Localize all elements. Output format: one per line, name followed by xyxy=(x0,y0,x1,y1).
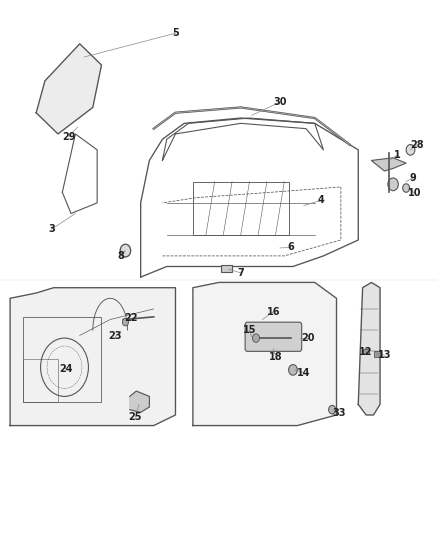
Polygon shape xyxy=(358,282,380,415)
Polygon shape xyxy=(193,282,336,425)
Polygon shape xyxy=(10,288,176,425)
Text: 10: 10 xyxy=(408,188,422,198)
Text: 1: 1 xyxy=(394,150,401,160)
Text: 14: 14 xyxy=(297,368,311,377)
Circle shape xyxy=(403,184,410,192)
Polygon shape xyxy=(130,391,149,413)
Circle shape xyxy=(253,334,259,342)
Circle shape xyxy=(406,144,415,155)
Circle shape xyxy=(289,365,297,375)
Text: 18: 18 xyxy=(269,352,283,361)
Text: 20: 20 xyxy=(301,333,315,343)
Circle shape xyxy=(328,406,336,414)
Text: 13: 13 xyxy=(378,350,391,360)
Text: 6: 6 xyxy=(287,243,294,253)
Bar xyxy=(23,359,58,402)
Text: 8: 8 xyxy=(118,251,124,261)
Text: 15: 15 xyxy=(243,325,256,335)
Text: 29: 29 xyxy=(62,132,76,142)
Bar xyxy=(23,317,102,402)
Text: 23: 23 xyxy=(109,332,122,342)
Bar xyxy=(363,349,369,354)
Circle shape xyxy=(388,178,398,191)
Circle shape xyxy=(122,318,128,326)
Bar xyxy=(374,351,380,357)
Text: 12: 12 xyxy=(359,348,373,358)
Text: 24: 24 xyxy=(59,364,73,374)
FancyBboxPatch shape xyxy=(245,322,302,351)
Text: 5: 5 xyxy=(172,28,179,38)
Text: 22: 22 xyxy=(124,313,138,324)
Text: 28: 28 xyxy=(410,140,424,150)
Text: 16: 16 xyxy=(267,306,280,317)
Text: 3: 3 xyxy=(48,224,55,235)
Text: 33: 33 xyxy=(332,408,346,418)
Text: 9: 9 xyxy=(409,173,416,183)
Polygon shape xyxy=(371,158,406,171)
Text: 7: 7 xyxy=(237,268,244,278)
Text: 30: 30 xyxy=(273,97,287,107)
Bar xyxy=(221,265,232,272)
Text: 4: 4 xyxy=(318,195,325,205)
Polygon shape xyxy=(36,44,102,134)
Text: 25: 25 xyxy=(129,412,142,422)
Bar xyxy=(193,182,289,235)
Circle shape xyxy=(120,244,131,257)
